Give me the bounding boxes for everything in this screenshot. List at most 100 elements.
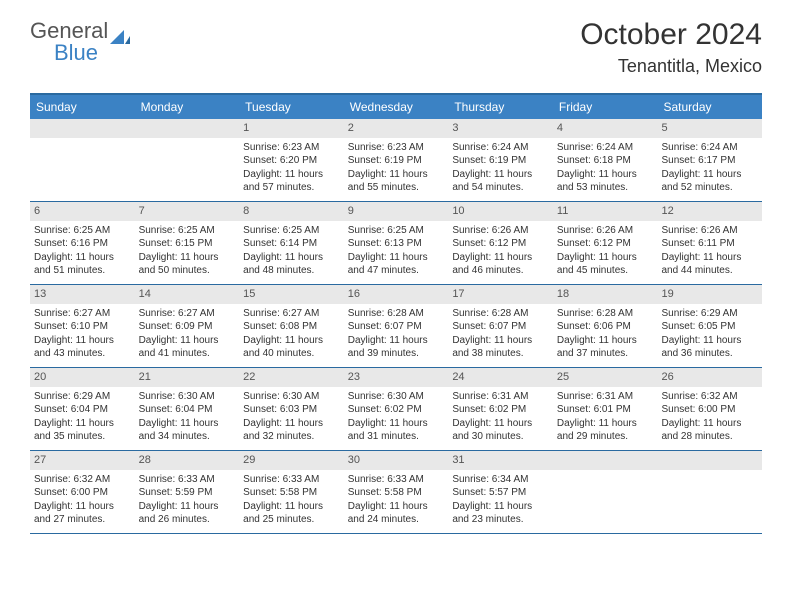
sunrise-text: Sunrise: 6:25 AM: [348, 224, 445, 238]
day-number: 16: [344, 285, 449, 304]
sunset-text: Sunset: 6:02 PM: [348, 403, 445, 417]
weekday-header: Sunday: [30, 95, 135, 119]
daylight-text: Daylight: 11 hours and 39 minutes.: [348, 334, 445, 361]
day-cell: [135, 119, 240, 201]
daylight-text: Daylight: 11 hours and 25 minutes.: [243, 500, 340, 527]
daylight-text: Daylight: 11 hours and 55 minutes.: [348, 168, 445, 195]
day-number: 8: [239, 202, 344, 221]
sunset-text: Sunset: 5:57 PM: [452, 486, 549, 500]
day-number: 4: [553, 119, 658, 138]
sunset-text: Sunset: 6:00 PM: [34, 486, 131, 500]
daylight-text: Daylight: 11 hours and 32 minutes.: [243, 417, 340, 444]
day-cell: 23Sunrise: 6:30 AMSunset: 6:02 PMDayligh…: [344, 368, 449, 450]
sunset-text: Sunset: 6:03 PM: [243, 403, 340, 417]
day-number: 10: [448, 202, 553, 221]
day-cell: [553, 451, 658, 533]
day-cell: 28Sunrise: 6:33 AMSunset: 5:59 PMDayligh…: [135, 451, 240, 533]
logo-sail-icon: [110, 30, 130, 44]
sunset-text: Sunset: 6:18 PM: [557, 154, 654, 168]
daylight-text: Daylight: 11 hours and 24 minutes.: [348, 500, 445, 527]
daylight-text: Daylight: 11 hours and 50 minutes.: [139, 251, 236, 278]
sunrise-text: Sunrise: 6:31 AM: [557, 390, 654, 404]
day-number: 6: [30, 202, 135, 221]
daylight-text: Daylight: 11 hours and 36 minutes.: [661, 334, 758, 361]
day-number: 31: [448, 451, 553, 470]
sunrise-text: Sunrise: 6:30 AM: [139, 390, 236, 404]
weekday-header: Saturday: [657, 95, 762, 119]
sunset-text: Sunset: 6:02 PM: [452, 403, 549, 417]
day-cell: 24Sunrise: 6:31 AMSunset: 6:02 PMDayligh…: [448, 368, 553, 450]
sunset-text: Sunset: 6:14 PM: [243, 237, 340, 251]
weekday-header: Wednesday: [344, 95, 449, 119]
day-number: [30, 119, 135, 138]
weekday-header-row: Sunday Monday Tuesday Wednesday Thursday…: [30, 95, 762, 119]
sunrise-text: Sunrise: 6:28 AM: [348, 307, 445, 321]
day-cell: 13Sunrise: 6:27 AMSunset: 6:10 PMDayligh…: [30, 285, 135, 367]
sunrise-text: Sunrise: 6:29 AM: [661, 307, 758, 321]
day-cell: 27Sunrise: 6:32 AMSunset: 6:00 PMDayligh…: [30, 451, 135, 533]
day-cell: [30, 119, 135, 201]
sunrise-text: Sunrise: 6:26 AM: [661, 224, 758, 238]
daylight-text: Daylight: 11 hours and 23 minutes.: [452, 500, 549, 527]
sunrise-text: Sunrise: 6:26 AM: [452, 224, 549, 238]
day-number: 15: [239, 285, 344, 304]
day-number: 12: [657, 202, 762, 221]
sunset-text: Sunset: 6:16 PM: [34, 237, 131, 251]
day-cell: [657, 451, 762, 533]
location-label: Tenantitla, Mexico: [580, 56, 762, 77]
sunset-text: Sunset: 6:04 PM: [34, 403, 131, 417]
weekday-header: Friday: [553, 95, 658, 119]
day-cell: 9Sunrise: 6:25 AMSunset: 6:13 PMDaylight…: [344, 202, 449, 284]
sunrise-text: Sunrise: 6:24 AM: [557, 141, 654, 155]
day-cell: 26Sunrise: 6:32 AMSunset: 6:00 PMDayligh…: [657, 368, 762, 450]
day-cell: 19Sunrise: 6:29 AMSunset: 6:05 PMDayligh…: [657, 285, 762, 367]
daylight-text: Daylight: 11 hours and 37 minutes.: [557, 334, 654, 361]
title-block: October 2024 Tenantitla, Mexico: [580, 18, 762, 77]
day-cell: 14Sunrise: 6:27 AMSunset: 6:09 PMDayligh…: [135, 285, 240, 367]
daylight-text: Daylight: 11 hours and 44 minutes.: [661, 251, 758, 278]
daylight-text: Daylight: 11 hours and 45 minutes.: [557, 251, 654, 278]
day-cell: 25Sunrise: 6:31 AMSunset: 6:01 PMDayligh…: [553, 368, 658, 450]
day-number: 29: [239, 451, 344, 470]
day-number: 11: [553, 202, 658, 221]
sunset-text: Sunset: 6:05 PM: [661, 320, 758, 334]
month-title: October 2024: [580, 18, 762, 52]
sunset-text: Sunset: 6:10 PM: [34, 320, 131, 334]
daylight-text: Daylight: 11 hours and 47 minutes.: [348, 251, 445, 278]
weekday-header: Thursday: [448, 95, 553, 119]
day-number: 26: [657, 368, 762, 387]
sunrise-text: Sunrise: 6:27 AM: [139, 307, 236, 321]
sunset-text: Sunset: 6:15 PM: [139, 237, 236, 251]
sunrise-text: Sunrise: 6:25 AM: [243, 224, 340, 238]
sunrise-text: Sunrise: 6:25 AM: [139, 224, 236, 238]
sunset-text: Sunset: 6:08 PM: [243, 320, 340, 334]
sunset-text: Sunset: 6:07 PM: [348, 320, 445, 334]
day-number: 13: [30, 285, 135, 304]
day-number: 17: [448, 285, 553, 304]
sunrise-text: Sunrise: 6:29 AM: [34, 390, 131, 404]
sunset-text: Sunset: 6:19 PM: [452, 154, 549, 168]
sunrise-text: Sunrise: 6:28 AM: [452, 307, 549, 321]
daylight-text: Daylight: 11 hours and 29 minutes.: [557, 417, 654, 444]
day-cell: 4 Sunrise: 6:24 AMSunset: 6:18 PMDaylight…: [553, 119, 658, 201]
sunset-text: Sunset: 5:58 PM: [348, 486, 445, 500]
day-number: 20: [30, 368, 135, 387]
sunrise-text: Sunrise: 6:25 AM: [34, 224, 131, 238]
day-cell: 20Sunrise: 6:29 AMSunset: 6:04 PMDayligh…: [30, 368, 135, 450]
day-cell: 7Sunrise: 6:25 AMSunset: 6:15 PMDaylight…: [135, 202, 240, 284]
daylight-text: Daylight: 11 hours and 53 minutes.: [557, 168, 654, 195]
sunset-text: Sunset: 6:01 PM: [557, 403, 654, 417]
day-number: 30: [344, 451, 449, 470]
daylight-text: Daylight: 11 hours and 38 minutes.: [452, 334, 549, 361]
day-number: 3: [448, 119, 553, 138]
sunset-text: Sunset: 6:07 PM: [452, 320, 549, 334]
sunset-text: Sunset: 6:13 PM: [348, 237, 445, 251]
day-number: 14: [135, 285, 240, 304]
day-cell: 8Sunrise: 6:25 AMSunset: 6:14 PMDaylight…: [239, 202, 344, 284]
day-number: 24: [448, 368, 553, 387]
day-cell: 29Sunrise: 6:33 AMSunset: 5:58 PMDayligh…: [239, 451, 344, 533]
sunrise-text: Sunrise: 6:31 AM: [452, 390, 549, 404]
sunset-text: Sunset: 6:20 PM: [243, 154, 340, 168]
sunrise-text: Sunrise: 6:27 AM: [243, 307, 340, 321]
day-number: 23: [344, 368, 449, 387]
